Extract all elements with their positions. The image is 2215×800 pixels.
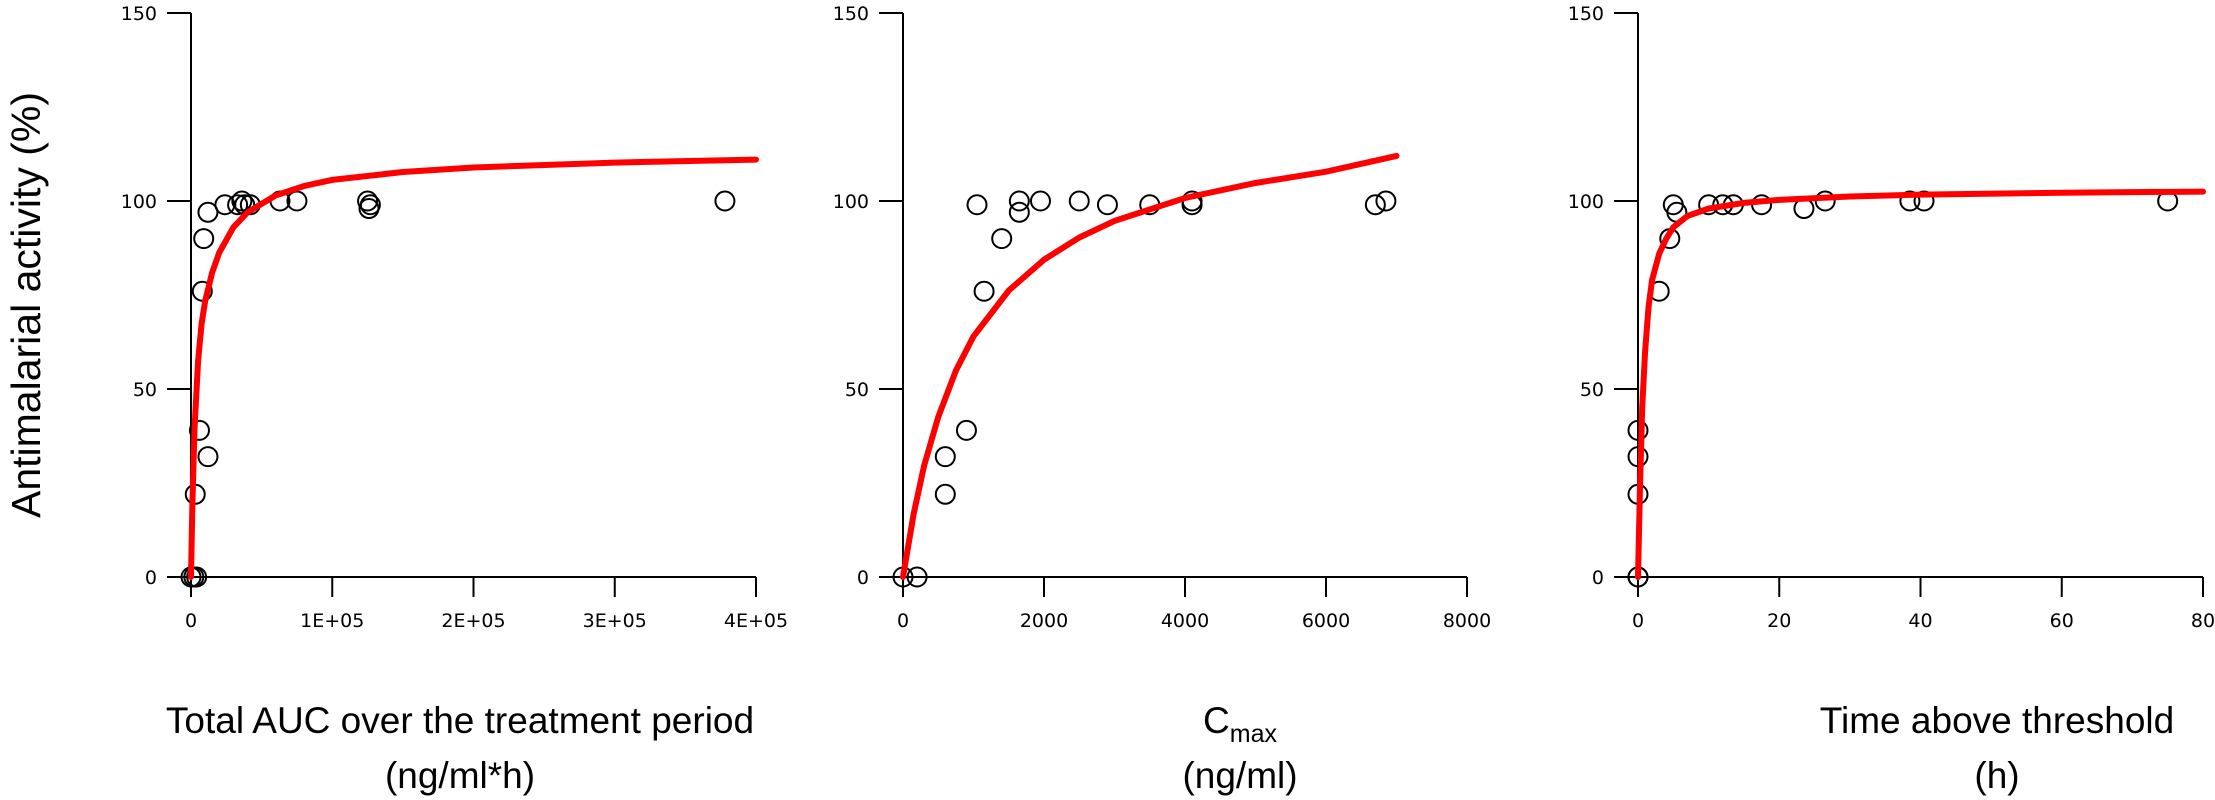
- x-tick-label: 4E+05: [724, 610, 788, 632]
- x-axis-label-auc-line1: Total AUC over the treatment period: [166, 700, 754, 741]
- x-tick-label: 2000: [1020, 610, 1068, 632]
- x-tick-label: 40: [1908, 610, 1932, 632]
- data-point: [1068, 190, 1090, 212]
- x-axis-label-auc-line2: (ng/ml*h): [385, 755, 535, 796]
- x-axis-label-cmax-line2: (ng/ml): [1182, 755, 1297, 796]
- x-tick-label: 60: [2050, 610, 2074, 632]
- data-point: [934, 446, 956, 468]
- data-point: [359, 194, 381, 216]
- y-tick-label: 50: [845, 379, 869, 401]
- x-axis-label-time-line1: Time above threshold: [1820, 700, 2174, 741]
- x-tick-label: 80: [2191, 610, 2215, 632]
- chart-panel-time-above-threshold: 0 50 100 150 0 20 40 60 80: [1568, 3, 2215, 632]
- data-point: [227, 194, 249, 216]
- data-point: [991, 228, 1013, 250]
- data-point: [186, 566, 208, 588]
- data-point: [973, 280, 995, 302]
- data-point: [188, 419, 210, 441]
- x-tick-label: 3E+05: [583, 610, 647, 632]
- data-point: [1096, 194, 1118, 216]
- x-axis-label-cmax-subscript: max: [1230, 720, 1278, 748]
- chart-panel-cmax: 0 50 100 150 0 2000 4000 6000 8000: [833, 3, 1491, 632]
- fit-curve-cmax: [900, 152, 1400, 580]
- x-tick-label: 8000: [1443, 610, 1491, 632]
- x-tick-label: 4000: [1161, 610, 1209, 632]
- data-point: [714, 190, 736, 212]
- x-axis-label-cmax-line1: Cmax: [1203, 700, 1277, 748]
- data-point: [1375, 190, 1397, 212]
- y-tick-label: 150: [833, 3, 869, 25]
- data-point: [357, 190, 379, 212]
- y-tick-label: 150: [1568, 3, 1604, 25]
- x-tick-label: 0: [1632, 610, 1644, 632]
- x-tick-label: 0: [185, 610, 197, 632]
- x-tick-label: 1E+05: [300, 610, 364, 632]
- data-point: [1913, 190, 1935, 212]
- x-tick-label: 0: [897, 610, 909, 632]
- data-point: [1364, 194, 1386, 216]
- y-tick-label: 50: [133, 379, 157, 401]
- data-point: [966, 194, 988, 216]
- data-point: [197, 201, 219, 223]
- fit-curve-time: [1635, 188, 2206, 580]
- data-point: [955, 419, 977, 441]
- y-tick-label: 0: [1592, 567, 1604, 589]
- y-tick-label: 0: [145, 567, 157, 589]
- fit-curve-auc: [188, 156, 759, 580]
- data-point: [193, 228, 215, 250]
- y-tick-label: 0: [857, 567, 869, 589]
- data-point: [1029, 190, 1051, 212]
- x-axis-label-cmax-main: C: [1203, 700, 1230, 741]
- data-point: [1008, 190, 1030, 212]
- chart-panel-auc: 0 50 100 150 0 1E+05 2E+05 3E+05 4E+05: [121, 3, 788, 632]
- y-tick-label: 50: [1580, 379, 1604, 401]
- x-tick-label: 2E+05: [441, 610, 505, 632]
- x-tick-label: 6000: [1302, 610, 1350, 632]
- data-point: [906, 566, 928, 588]
- data-point: [934, 483, 956, 505]
- data-point: [1899, 190, 1921, 212]
- data-point: [1627, 419, 1649, 441]
- data-point: [1008, 201, 1030, 223]
- data-point: [197, 446, 219, 468]
- y-tick-label: 100: [833, 191, 869, 213]
- y-tick-label: 100: [1568, 191, 1604, 213]
- x-axis-label-time-line2: (h): [1974, 755, 2019, 796]
- y-tick-label: 150: [121, 3, 157, 25]
- y-axis-label: Antimalarial activity (%): [3, 92, 49, 518]
- x-tick-label: 20: [1767, 610, 1791, 632]
- y-tick-label: 100: [121, 191, 157, 213]
